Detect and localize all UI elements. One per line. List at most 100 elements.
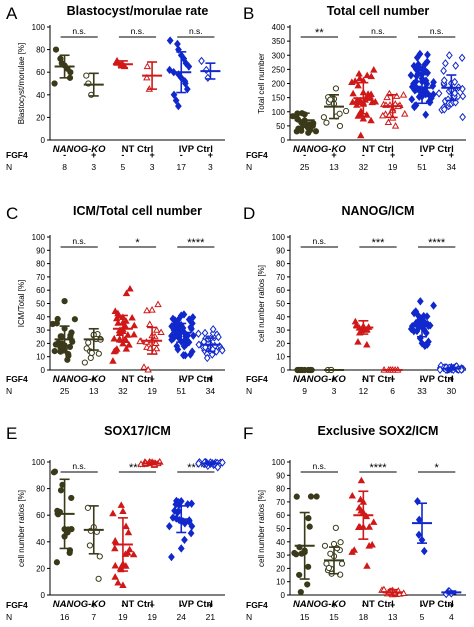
y-tick-label: 0	[41, 366, 46, 375]
n-value: 17	[177, 162, 187, 172]
data-point	[119, 339, 127, 347]
data-point	[111, 561, 119, 569]
series-nanog-ko-ctrl	[289, 110, 320, 136]
data-point	[401, 110, 409, 117]
data-point	[143, 73, 151, 81]
n-value: 12	[359, 386, 369, 396]
fgf4-value: +	[149, 374, 154, 384]
data-point	[435, 89, 443, 98]
y-tick-label: 100	[272, 233, 286, 242]
data-point	[440, 76, 448, 85]
y-axis-label: cell number ratios [%]	[257, 265, 266, 342]
chart-panel-f: F Exclusive SOX2/ICM cell number ratios [%…	[243, 424, 466, 622]
group-label: IVP Ctrl	[420, 599, 454, 610]
fgf4-value: +	[208, 374, 213, 384]
series-nanog-ko-ctrl	[51, 46, 75, 87]
fgf4-value: -	[421, 374, 424, 384]
data-point	[430, 78, 437, 87]
data-point	[85, 339, 92, 346]
y-tick-label: 200	[272, 80, 286, 89]
data-point	[452, 98, 459, 107]
fgf4-value: +	[91, 600, 96, 610]
n-value: 19	[388, 162, 398, 172]
y-tick-label: 10	[276, 353, 285, 362]
y-tick-label: 20	[276, 339, 285, 348]
y-tick-label: 70	[276, 273, 285, 282]
group-label: IVP Ctrl	[420, 374, 454, 385]
y-axis-label: cell number ratios [%]	[257, 490, 266, 567]
y-axis-label: Total cell number	[257, 53, 266, 114]
series-nt-ctrl-fgf4	[379, 89, 409, 129]
data-point	[166, 36, 174, 45]
fgf4-value: -	[121, 374, 124, 384]
significance-label: n.s.	[371, 26, 385, 36]
data-point	[66, 343, 74, 351]
data-point	[367, 72, 376, 80]
series-nanog-ko-ctrl	[294, 366, 315, 374]
series-nt-ctrl-ctrl	[348, 66, 380, 139]
chart-panel-a: A Blastocyst/morulae rate Blastocyst/morul…	[6, 4, 225, 172]
data-point	[416, 297, 424, 306]
chart-panel-c: C ICM/Total cell number ICM/Total [%] 0 10 20…	[6, 204, 226, 396]
data-point	[177, 544, 185, 553]
y-axis-label: ICM/Total [%]	[17, 280, 26, 328]
data-point	[88, 349, 95, 357]
group-label: NT Ctrl	[362, 374, 394, 385]
significance-label: *	[135, 237, 140, 249]
data-point	[411, 101, 419, 111]
fgf4-value: -	[63, 150, 66, 160]
data-point	[332, 524, 339, 531]
n-value: 16	[60, 612, 70, 622]
series-ivp-ctrl-ctrl	[407, 49, 437, 119]
data-point	[152, 326, 161, 333]
data-point	[201, 328, 209, 338]
n-value: 9	[302, 386, 307, 396]
fgf4-value: +	[149, 150, 154, 160]
data-point	[355, 69, 363, 77]
y-tick-label: 50	[276, 300, 285, 309]
series-nt-ctrl-ctrl	[351, 317, 374, 348]
data-point	[58, 333, 65, 340]
data-point	[195, 340, 203, 349]
data-point	[128, 313, 136, 321]
group-label: IVP Ctrl	[179, 374, 213, 385]
significance-label: n.s.	[72, 236, 86, 246]
series-nanog-ko-fgf4	[320, 85, 350, 130]
data-point	[143, 306, 151, 314]
n-value: 3	[332, 386, 337, 396]
y-tick-label: 30	[276, 551, 285, 560]
y-tick-label: 40	[276, 313, 285, 322]
data-point	[359, 114, 368, 122]
data-point	[442, 59, 449, 68]
fgf4-value: -	[63, 374, 66, 384]
n-value: 6	[390, 386, 395, 396]
data-point	[357, 131, 365, 139]
y-tick-label: 0	[281, 366, 286, 375]
data-point	[415, 515, 423, 524]
series-nt-ctrl-ctrl	[109, 284, 138, 364]
chart-title: ICM/Total cell number	[73, 204, 202, 218]
data-point	[115, 329, 124, 337]
chart-title: Exclusive SOX2/ICM	[318, 424, 439, 438]
n-value: 15	[300, 612, 310, 622]
series-nanog-ko-fgf4	[324, 366, 344, 374]
significance-label: *	[435, 462, 440, 474]
group-label: IVP Ctrl	[179, 144, 213, 155]
fgf4-value: -	[362, 600, 365, 610]
y-tick-label: 80	[276, 485, 285, 494]
data-point	[68, 526, 75, 533]
fgf4-value: +	[331, 600, 336, 610]
y-tick-label: 0	[281, 591, 286, 600]
data-point	[351, 317, 360, 325]
n-value: 32	[118, 386, 128, 396]
fgf4-value: +	[149, 600, 154, 610]
data-point	[289, 113, 296, 120]
group-label: NANOG-KO	[53, 144, 106, 155]
fgf4-value: -	[421, 150, 424, 160]
group-label: IVP Ctrl	[420, 144, 454, 155]
data-point	[189, 331, 197, 340]
data-point	[61, 298, 68, 305]
data-point	[130, 321, 138, 329]
fgf4-value: +	[449, 150, 454, 160]
data-point	[354, 338, 362, 345]
